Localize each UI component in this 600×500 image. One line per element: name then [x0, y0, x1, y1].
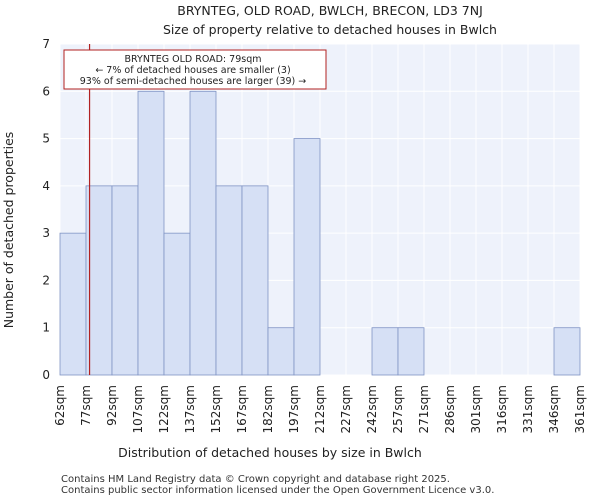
x-tick-label: 62sqm — [53, 385, 67, 426]
x-tick-label: 197sqm — [287, 385, 301, 433]
bar — [267, 327, 295, 376]
bar — [215, 185, 243, 376]
footer-line-1: Contains HM Land Registry data © Crown c… — [61, 474, 450, 485]
y-tick-label: 4 — [42, 179, 50, 193]
x-tick-label: 301sqm — [469, 385, 483, 433]
x-tick-label: 257sqm — [391, 385, 405, 433]
x-tick-label: 77sqm — [79, 385, 93, 426]
bar — [241, 185, 269, 376]
x-tick-label: 346sqm — [547, 385, 561, 433]
x-tick-label: 182sqm — [261, 385, 275, 433]
x-tick-label: 122sqm — [157, 385, 171, 433]
x-tick-label: 331sqm — [521, 385, 535, 433]
chart-title: BRYNTEG, OLD ROAD, BWLCH, BRECON, LD3 7N… — [177, 3, 483, 18]
bars — [59, 90, 581, 376]
x-axis-ticks: 62sqm 77sqm 92sqm 107sqm 122sqm 137sqm 152sqm 1… — [53, 385, 587, 433]
annotation-line-3: 93% of semi-detached houses are larger (… — [80, 76, 307, 87]
chart-subtitle: Size of property relative to detached ho… — [163, 22, 497, 37]
x-tick-label: 107sqm — [131, 385, 145, 433]
bar — [371, 327, 399, 376]
bar — [293, 138, 321, 376]
x-tick-label: 227sqm — [339, 385, 353, 433]
x-tick-label: 361sqm — [573, 385, 587, 433]
bar — [163, 232, 191, 376]
bar — [397, 327, 425, 376]
y-tick-label: 2 — [42, 273, 50, 287]
y-tick-label: 7 — [42, 37, 50, 51]
y-tick-label: 3 — [42, 226, 50, 240]
y-tick-label: 6 — [42, 84, 50, 98]
annotation-border — [63, 49, 327, 90]
x-tick-label: 137sqm — [183, 385, 197, 433]
y-axis-label: Number of detached properties — [1, 132, 16, 329]
bar — [137, 90, 165, 376]
x-tick-label: 242sqm — [365, 385, 379, 433]
annotation-line-1: BRYNTEG OLD ROAD: 79sqm — [125, 54, 262, 65]
x-tick-label: 152sqm — [209, 385, 223, 433]
bar — [553, 327, 581, 376]
bar — [111, 185, 139, 376]
x-axis-label: Distribution of detached houses by size … — [118, 445, 422, 460]
y-tick-label: 1 — [42, 321, 50, 335]
y-axis-ticks: 0 1 2 3 4 5 6 7 — [42, 37, 50, 382]
footer-line-2: Contains public sector information licen… — [61, 485, 495, 496]
y-tick-label: 0 — [42, 368, 50, 382]
annotation-line-2: ← 7% of detached houses are smaller (3) — [95, 65, 290, 76]
bar — [85, 185, 113, 376]
x-tick-label: 92sqm — [105, 385, 119, 426]
x-tick-label: 212sqm — [313, 385, 327, 433]
bar — [59, 232, 87, 376]
annotation-box: BRYNTEG OLD ROAD: 79sqm ← 7% of detached… — [63, 49, 327, 90]
y-tick-label: 5 — [42, 132, 50, 146]
x-tick-label: 167sqm — [235, 385, 249, 433]
x-tick-label: 316sqm — [495, 385, 509, 433]
x-tick-label: 271sqm — [417, 385, 431, 433]
bar — [189, 90, 217, 376]
x-tick-label: 286sqm — [443, 385, 457, 433]
